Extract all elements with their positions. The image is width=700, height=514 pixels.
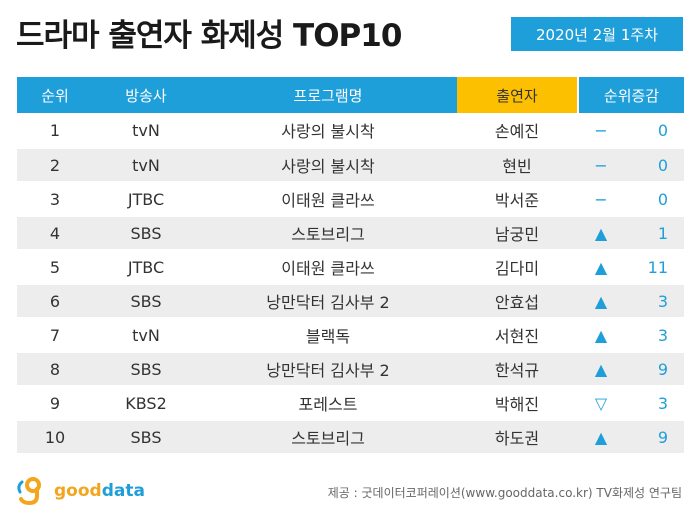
table-row: 7 tvN 블랙독 서현진 ▲ 3 [17, 317, 684, 351]
table-row: 1 tvN 사랑의 불시착 손예진 −0 [17, 113, 684, 147]
gooddata-logo: gooddata [16, 476, 145, 506]
change-cell: ▲ 1 [577, 217, 684, 249]
actor-cell: 안효섭 [494, 293, 540, 312]
change-arrow-icon: ▽ [594, 393, 608, 413]
station-cell: SBS [130, 291, 162, 311]
change-arrow-icon: ▲ [594, 291, 608, 311]
rank-cell: 10 [44, 427, 66, 447]
table-row: 8 SBS 낭만닥터 김사부 2 한석규 ▲ 9 [17, 351, 684, 385]
page-title: 드라마 출연자 화제성 TOP10 [16, 18, 402, 54]
rank-cell: 1 [49, 120, 61, 140]
change-value: 3 [657, 291, 668, 311]
table-row: 4 SBS 스토브리그 남궁민 ▲ 1 [17, 215, 684, 249]
actor-cell: 박해진 [494, 395, 540, 414]
change-arrow-icon: − [594, 189, 608, 209]
change-value: 1 [657, 223, 668, 243]
week-badge: 2020년 2월 1주차 [511, 17, 683, 51]
station-cell: JTBC [127, 257, 165, 277]
change-cell: ▲ 3 [577, 319, 684, 351]
rank-cell: 7 [49, 325, 61, 345]
program-cell: 낭만닥터 김사부 2 [266, 293, 390, 312]
table-header: 순위 방송사 프로그램명 출연자 순위증감 [17, 77, 684, 113]
rank-cell: 2 [49, 155, 61, 175]
station-cell: SBS [130, 359, 162, 379]
change-value: 3 [657, 393, 668, 413]
actor-cell: 손예진 [494, 122, 540, 141]
station-cell: KBS2 [125, 393, 167, 413]
gooddata-logo-icon [17, 477, 41, 506]
actor-cell: 한석규 [494, 361, 540, 380]
program-cell: 사랑의 불시착 [281, 157, 375, 176]
change-value: 0 [657, 155, 668, 175]
actor-cell: 김다미 [494, 259, 540, 278]
actor-cell: 박서준 [494, 191, 540, 210]
program-cell: 스토브리그 [291, 429, 365, 448]
rank-cell: 6 [49, 291, 61, 311]
station-cell: SBS [130, 223, 162, 243]
table-body: 1 tvN 사랑의 불시착 손예진 −0 2 tvN 사랑의 불시착 현빈 −0 3 JTBC 이태원 … [17, 113, 684, 453]
change-cell: ▲ 9 [577, 353, 684, 385]
change-cell: −0 [577, 183, 684, 215]
column-header-station: 방송사 [93, 77, 199, 113]
actor-cell: 하도권 [494, 429, 540, 448]
actor-cell: 현빈 [502, 157, 532, 176]
ranking-table: 순위 방송사 프로그램명 출연자 순위증감 1 tvN 사랑의 불시착 손예진 −0 2 t… [17, 77, 684, 453]
change-value: 11 [647, 257, 668, 277]
column-header-actor: 출연자 [457, 77, 577, 113]
table-row: 6 SBS 낭만닥터 김사부 2 안효섭 ▲ 3 [17, 283, 684, 317]
station-cell: tvN [132, 325, 160, 345]
column-header-rank: 순위 [17, 77, 93, 113]
change-cell: ▲ 9 [577, 421, 684, 453]
rank-cell: 9 [49, 393, 61, 413]
rank-cell: 4 [49, 223, 61, 243]
table-row: 2 tvN 사랑의 불시착 현빈 −0 [17, 147, 684, 181]
change-arrow-icon: ▲ [594, 359, 608, 379]
table-row: 9 KBS2 포레스트 박해진 ▽ 3 [17, 385, 684, 419]
change-arrow-icon: − [594, 155, 608, 175]
program-cell: 이태원 클라쓰 [281, 259, 375, 278]
change-arrow-icon: ▲ [594, 257, 608, 277]
program-cell: 사랑의 불시착 [281, 122, 375, 141]
station-cell: JTBC [127, 189, 165, 209]
change-arrow-icon: ▲ [594, 325, 608, 345]
table-row: 10 SBS 스토브리그 하도권 ▲ 9 [17, 419, 684, 453]
change-cell: ▲ 3 [577, 285, 684, 317]
station-cell: SBS [130, 427, 162, 447]
change-arrow-icon: − [594, 120, 608, 140]
program-cell: 포레스트 [298, 395, 358, 414]
logo-text-good: good [54, 481, 102, 501]
change-value: 9 [657, 427, 668, 447]
table-row: 5 JTBC 이태원 클라쓰 김다미 ▲ 11 [17, 249, 684, 283]
actor-cell: 남궁민 [494, 225, 540, 244]
change-cell: −0 [577, 149, 684, 181]
actor-cell: 서현진 [494, 327, 540, 346]
column-header-program: 프로그램명 [199, 77, 457, 113]
rank-cell: 5 [49, 257, 61, 277]
table-row: 3 JTBC 이태원 클라쓰 박서준 −0 [17, 181, 684, 215]
program-cell: 블랙독 [305, 327, 351, 346]
change-value: 0 [657, 120, 668, 140]
column-header-change: 순위증감 [577, 77, 684, 113]
change-arrow-icon: ▲ [594, 427, 608, 447]
source-credit: 제공 : 굿데이터코퍼레이션(www.gooddata.co.kr) TV화제성… [327, 486, 682, 500]
station-cell: tvN [132, 120, 160, 140]
change-value: 9 [657, 359, 668, 379]
change-arrow-icon: ▲ [594, 223, 608, 243]
change-cell: ▽ 3 [577, 387, 684, 419]
program-cell: 이태원 클라쓰 [281, 191, 375, 210]
rank-cell: 8 [49, 359, 61, 379]
change-cell: −0 [577, 113, 684, 147]
change-cell: ▲ 11 [577, 251, 684, 283]
station-cell: tvN [132, 155, 160, 175]
rank-cell: 3 [49, 189, 61, 209]
logo-text-data: data [101, 481, 145, 501]
change-value: 3 [657, 325, 668, 345]
change-value: 0 [657, 189, 668, 209]
program-cell: 낭만닥터 김사부 2 [266, 361, 390, 380]
program-cell: 스토브리그 [291, 225, 365, 244]
